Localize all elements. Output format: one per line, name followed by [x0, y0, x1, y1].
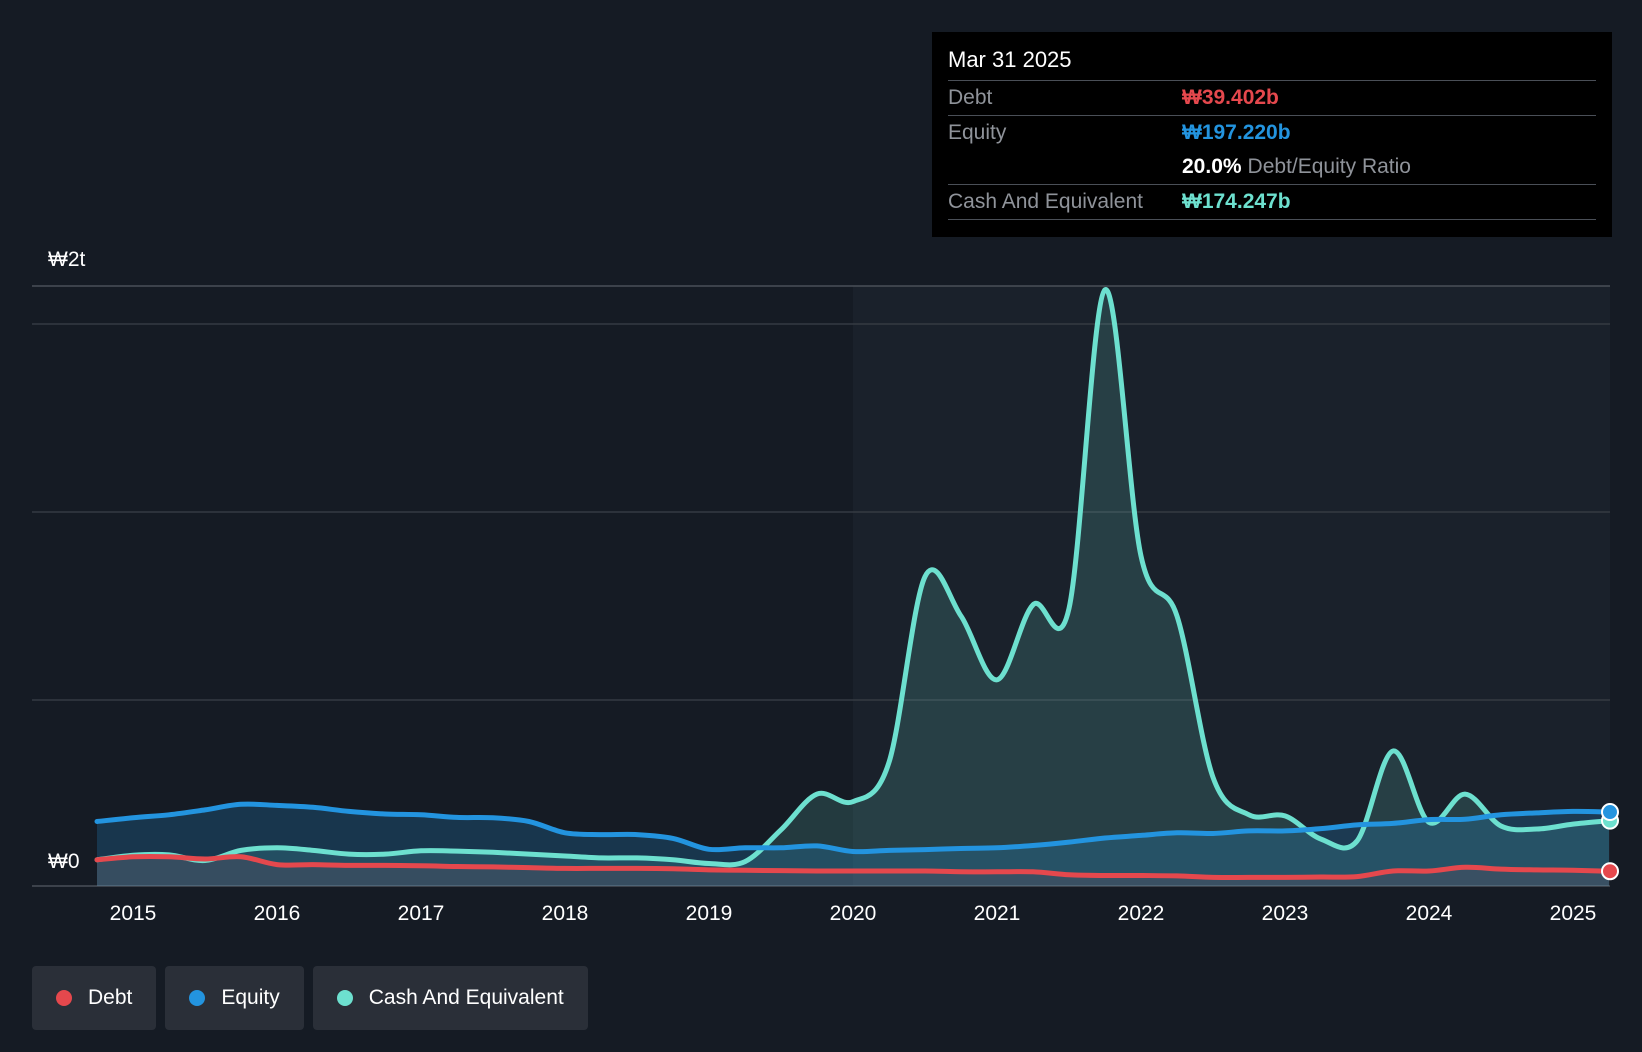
line-debt — [94, 853, 1612, 880]
line-cash-and-equivalent — [94, 287, 1612, 868]
x-tick-label: 2025 — [1550, 902, 1597, 925]
x-tick-label: 2016 — [254, 902, 301, 925]
tooltip-debt-label: Debt — [948, 86, 993, 109]
x-tick-label: 2021 — [974, 902, 1021, 925]
tooltip-cash-label: Cash And Equivalent — [948, 190, 1143, 213]
tooltip-debt-row: Debt ₩39.402b — [948, 81, 1596, 116]
tooltip-equity-label: Equity — [948, 121, 1007, 144]
area-cash-and-equivalent — [97, 289, 1609, 886]
x-tick-label: 2022 — [1118, 902, 1165, 925]
line-equity — [94, 801, 1612, 855]
forecast-shade — [853, 286, 1610, 886]
series-lines — [94, 287, 1612, 880]
x-tick-label: 2019 — [686, 902, 733, 925]
cash-dot-icon — [336, 990, 353, 1006]
tooltip-debt-value: ₩39.402b — [1182, 86, 1279, 109]
chart-tooltip: Mar 31 2025 Debt ₩39.402b Equity ₩197.22… — [932, 32, 1612, 237]
chart-legend: Debt Equity Cash And Equivalent — [32, 966, 588, 1030]
tooltip-equity-value: ₩197.220b — [1182, 121, 1291, 144]
x-tick-label: 2023 — [1262, 902, 1309, 925]
legend-label-cash: Cash And Equivalent — [368, 986, 564, 1009]
tooltip-equity-row: Equity ₩197.220b — [948, 116, 1596, 150]
equity-dot-icon — [189, 990, 206, 1006]
x-tick-label: 2020 — [830, 902, 877, 925]
tooltip-ratio-label: Debt/Equity Ratio — [1247, 155, 1411, 178]
legend-item-equity[interactable]: Equity — [165, 966, 304, 1030]
x-tick-label: 2017 — [398, 902, 445, 925]
debt-dot-icon — [56, 990, 72, 1006]
legend-label-debt: Debt — [88, 986, 133, 1009]
legend-item-cash[interactable]: Cash And Equivalent — [312, 966, 588, 1030]
x-tick-label: 2018 — [542, 902, 589, 925]
legend-item-debt[interactable]: Debt — [32, 966, 157, 1030]
legend-label-equity: Equity — [221, 986, 280, 1009]
tooltip-ratio-group: 20.0% Debt/Equity Ratio — [1182, 150, 1411, 184]
x-tick-label: 2015 — [110, 902, 157, 925]
end-markers — [1601, 803, 1619, 881]
endpoint-debt — [1601, 862, 1619, 881]
y-tick-label-zero: ₩0 — [48, 850, 80, 873]
tooltip-date: Mar 31 2025 — [948, 46, 1596, 81]
tooltip-cash-row: Cash And Equivalent ₩174.247b — [948, 185, 1596, 220]
tooltip-ratio-value: 20.0% — [1182, 155, 1242, 178]
tooltip-ratio-spacer — [948, 150, 1182, 184]
x-tick-label: 2024 — [1406, 902, 1453, 925]
x-axis-ticks: 2015 2016 2017 2018 2019 2020 2021 2022 2023 2024… — [110, 902, 1597, 925]
endpoint-equity — [1601, 803, 1619, 822]
tooltip-cash-value: ₩174.247b — [1182, 190, 1291, 213]
gridlines — [32, 285, 1610, 887]
tooltip-ratio-row: 20.0% Debt/Equity Ratio — [948, 150, 1596, 185]
y-tick-label-max: ₩2t — [48, 248, 86, 271]
